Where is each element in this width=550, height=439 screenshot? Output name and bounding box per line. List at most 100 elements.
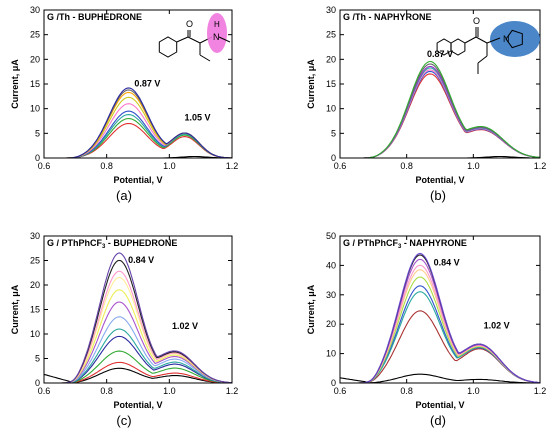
- y-tick-label: 5: [35, 354, 40, 364]
- amine-highlight: [207, 13, 227, 53]
- panel-title-main: G /Th - BUPHEDRONE: [47, 12, 142, 22]
- panel-title: G / PThPhCF3 - NAPHYRONE: [343, 238, 467, 250]
- series-line: [44, 259, 232, 383]
- bond: [187, 36, 201, 44]
- peak-annotation: 0.84 V: [434, 257, 460, 267]
- x-tick-label: 0.8: [100, 386, 113, 396]
- x-axis-label: Potential, V: [113, 175, 162, 185]
- atom-label: O: [473, 16, 480, 26]
- pyrrolidine-highlight: [490, 21, 540, 57]
- ring: [505, 29, 523, 49]
- panel-title-main: G /Th - NAPHYRONE: [343, 12, 432, 22]
- x-tick-label: 0.8: [400, 386, 413, 396]
- y-tick-label: 5: [35, 128, 40, 138]
- series-line: [340, 60, 540, 158]
- molecule-naphyrone: [436, 27, 488, 74]
- x-tick-label: 1.0: [467, 161, 480, 171]
- molecule-buphedrone: [158, 30, 213, 62]
- x-tick-label: 1.0: [467, 386, 480, 396]
- atom-label: N: [503, 34, 510, 44]
- y-tick-label: 0: [35, 153, 40, 163]
- panel-title-sub: 3: [102, 244, 106, 250]
- y-tick-label: 25: [30, 256, 40, 266]
- series-line: [44, 122, 232, 158]
- panel-caption: (c): [116, 413, 131, 428]
- x-tick-label: 0.6: [334, 386, 347, 396]
- x-tick-label: 1.2: [534, 386, 547, 396]
- series-line: [340, 252, 540, 383]
- y-tick-label: 10: [326, 349, 336, 359]
- peak-annotation: 1.02 V: [172, 321, 198, 331]
- series-line: [44, 270, 232, 383]
- peak-annotation: 1.02 V: [484, 321, 510, 331]
- bond: [486, 37, 501, 44]
- series-group: [44, 252, 232, 383]
- panel-title-suffix: - NAPHYRONE: [401, 238, 467, 248]
- y-axis-label: Current, μA: [306, 284, 316, 334]
- y-tick-label: 30: [326, 5, 336, 15]
- x-axis-label: Potential, V: [415, 175, 464, 185]
- panel-caption: (d): [430, 413, 446, 428]
- panel-caption: (b): [430, 188, 446, 203]
- y-tick-label: 0: [331, 153, 336, 163]
- y-axis-label: Current, μA: [10, 284, 20, 334]
- bond: [218, 36, 231, 43]
- x-tick-label: 0.6: [38, 161, 51, 171]
- y-tick-label: 0: [331, 378, 336, 388]
- atom-label: H: [214, 20, 220, 29]
- y-tick-label: 30: [30, 231, 40, 241]
- y-tick-label: 20: [30, 54, 40, 64]
- bond: [176, 36, 189, 43]
- plot-frame: [339, 235, 541, 384]
- x-axis-label: Potential, V: [415, 400, 464, 410]
- panel-caption: (a): [116, 188, 132, 203]
- y-tick-label: 10: [326, 104, 336, 114]
- y-axis-label: Current, μA: [10, 59, 20, 109]
- x-tick-label: 1.0: [163, 161, 176, 171]
- series-group: [340, 60, 540, 158]
- x-tick-label: 1.2: [534, 161, 547, 171]
- panel-title-main: G / PThPhCF: [343, 238, 399, 248]
- y-tick-label: 0: [35, 378, 40, 388]
- y-axis-label: Current, μA: [306, 59, 316, 109]
- x-tick-label: 0.6: [334, 161, 347, 171]
- bond: [464, 36, 477, 44]
- x-tick-label: 0.6: [38, 386, 51, 396]
- series-group: [340, 252, 540, 383]
- y-tick-label: 50: [326, 231, 336, 241]
- y-tick-label: 5: [331, 128, 336, 138]
- peak-annotation: 0.84 V: [128, 255, 154, 265]
- naphthalene-ring: [450, 38, 466, 56]
- x-tick-label: 0.8: [400, 161, 413, 171]
- panel-a: 0.6 0.8 1.0 1.2 0 5 10 15 20 25 30 Potential, V Curr…: [10, 5, 238, 203]
- panel-b: 0.6 0.8 1.0 1.2 0 5 10 15 20 25 30 Potential, V Curr…: [306, 5, 546, 203]
- x-tick-label: 1.2: [226, 386, 239, 396]
- bond: [475, 36, 488, 44]
- series-line: [44, 117, 232, 158]
- bond: [477, 55, 488, 64]
- y-tick-label: 25: [30, 30, 40, 40]
- y-tick-label: 15: [326, 79, 336, 89]
- y-tick-label: 25: [326, 30, 336, 40]
- atom-label: O: [186, 19, 193, 29]
- y-tick-label: 10: [30, 104, 40, 114]
- x-tick-label: 0.8: [100, 161, 113, 171]
- y-tick-label: 10: [30, 329, 40, 339]
- benzene-ring: [158, 36, 178, 58]
- y-tick-label: 15: [30, 305, 40, 315]
- series-line: [340, 155, 540, 158]
- peak-annotation: 1.05 V: [185, 113, 211, 123]
- peak-annotation: 0.87 V: [427, 49, 453, 59]
- atom-label: N: [213, 32, 220, 42]
- panel-title: G / PThPhCF3 - BUPHEDRONE: [47, 238, 177, 250]
- panel-title: G /Th - BUPHEDRONE: [47, 12, 142, 22]
- y-tick-label: 30: [326, 290, 336, 300]
- panel-title-main: G / PThPhCF: [47, 238, 103, 248]
- y-tick-label: 15: [30, 79, 40, 89]
- y-tick-label: 30: [30, 5, 40, 15]
- y-tick-label: 20: [30, 280, 40, 290]
- x-tick-label: 1.0: [163, 386, 176, 396]
- series-line: [340, 269, 540, 383]
- panel-title-suffix: - BUPHEDRONE: [105, 238, 177, 248]
